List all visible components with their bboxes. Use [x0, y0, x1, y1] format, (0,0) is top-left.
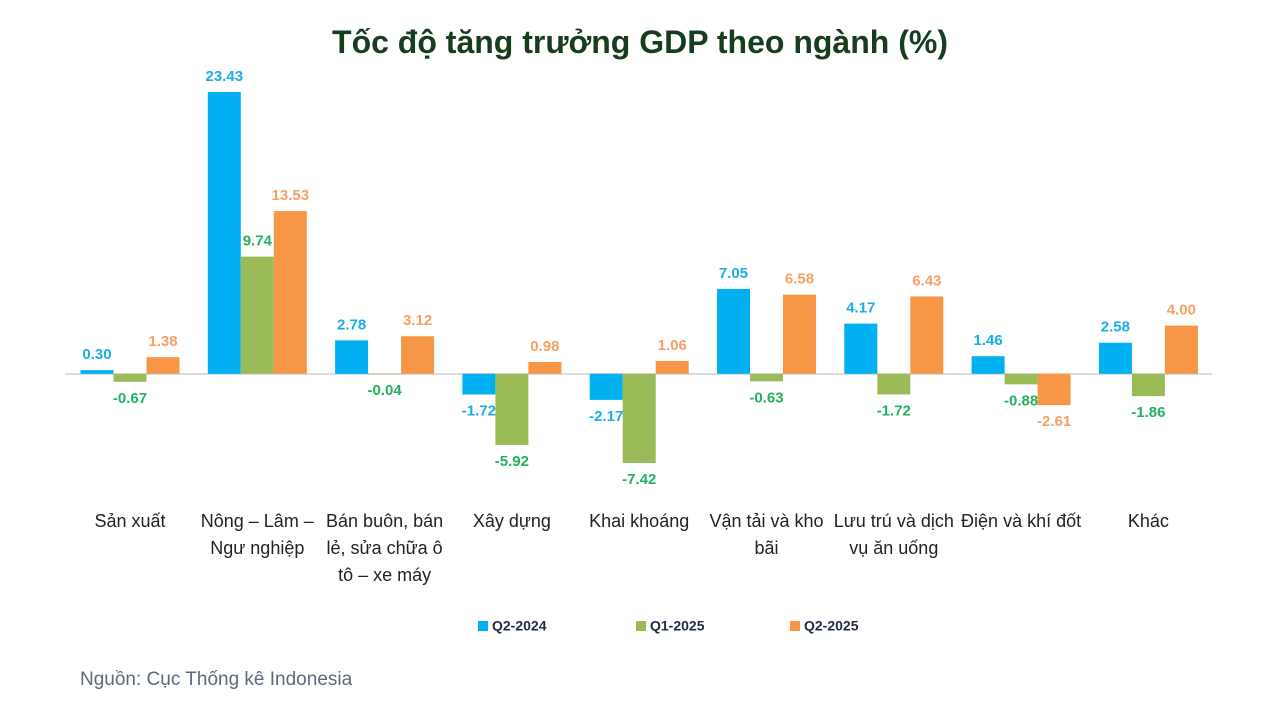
- legend-swatch: [790, 621, 800, 631]
- data-label: 13.53: [272, 187, 310, 204]
- data-label: 6.43: [912, 272, 941, 289]
- bar: [1004, 373, 1038, 385]
- x-tick-label: Điện và khí đốt: [961, 511, 1082, 531]
- data-label: 9.74: [243, 233, 273, 250]
- bar: [401, 336, 435, 374]
- bar: [146, 357, 180, 374]
- data-label: -0.63: [749, 389, 783, 406]
- data-label: -0.88: [1004, 392, 1038, 409]
- legend-label: Q1-2025: [650, 618, 705, 634]
- bar: [910, 296, 944, 374]
- data-label: -0.67: [113, 390, 147, 407]
- x-tick-label: Lưu trú và dịch vụ ăn uống: [833, 511, 954, 558]
- data-label: 1.06: [658, 337, 687, 354]
- bar: [750, 373, 783, 382]
- bar: [495, 373, 529, 445]
- bar: [589, 373, 623, 400]
- bar: [335, 340, 369, 374]
- bar: [1164, 325, 1198, 374]
- legend-label: Q2-2024: [492, 618, 547, 634]
- data-label: 2.78: [337, 316, 366, 333]
- bar: [877, 373, 911, 395]
- legend-swatch: [478, 621, 488, 631]
- data-label: -2.61: [1037, 413, 1071, 430]
- data-label: -1.72: [877, 402, 911, 419]
- source-note: Nguồn: Cục Thống kê Indonesia: [80, 669, 353, 690]
- x-tick-label: Bán buôn, bán lẻ, sửa chữa ô tô – xe máy: [326, 511, 444, 585]
- x-tick-label: Xây dựng: [472, 511, 551, 531]
- data-label: 0.30: [82, 346, 111, 363]
- x-tick-label: Khai khoáng: [589, 511, 690, 531]
- data-label: -7.42: [622, 471, 656, 488]
- bar: [971, 356, 1005, 374]
- bar: [844, 323, 878, 374]
- data-label: 6.58: [785, 271, 814, 288]
- data-label: -1.86: [1131, 404, 1165, 421]
- data-label: 2.58: [1101, 319, 1130, 336]
- data-label: 23.43: [206, 68, 244, 85]
- bar: [462, 373, 496, 395]
- bar: [655, 361, 689, 374]
- data-label: -5.92: [495, 453, 529, 470]
- bar: [717, 288, 750, 374]
- legend-label: Q2-2025: [804, 618, 859, 634]
- data-label: 7.05: [719, 265, 748, 282]
- bar: [1098, 342, 1132, 374]
- chart-title: Tốc độ tăng trưởng GDP theo ngành (%): [332, 24, 948, 60]
- legend-swatch: [636, 621, 646, 631]
- x-tick-label: Khác: [1127, 511, 1169, 531]
- bar: [80, 370, 114, 374]
- bar: [622, 373, 656, 463]
- x-tick-label: Nông – Lâm – Ngư nghiệp: [200, 511, 314, 558]
- data-label: -2.17: [589, 408, 623, 425]
- data-label: 4.00: [1167, 302, 1196, 319]
- bar: [783, 294, 816, 374]
- data-label: 4.17: [846, 300, 875, 317]
- data-label: 1.46: [973, 332, 1002, 349]
- data-label: -1.72: [462, 402, 496, 419]
- bar: [240, 256, 274, 374]
- data-label: -0.04: [367, 382, 402, 399]
- x-tick-label: Vận tải và kho bãi: [709, 511, 824, 558]
- bar: [1131, 373, 1165, 397]
- x-tick-label: Sản xuất: [94, 511, 166, 531]
- data-label: 0.98: [530, 338, 559, 355]
- bar: [1037, 373, 1071, 406]
- data-label: 3.12: [403, 312, 432, 329]
- bar: [273, 211, 307, 374]
- bar: [207, 92, 241, 374]
- bar: [113, 373, 147, 382]
- bar: [528, 361, 562, 374]
- data-label: 1.38: [148, 333, 177, 350]
